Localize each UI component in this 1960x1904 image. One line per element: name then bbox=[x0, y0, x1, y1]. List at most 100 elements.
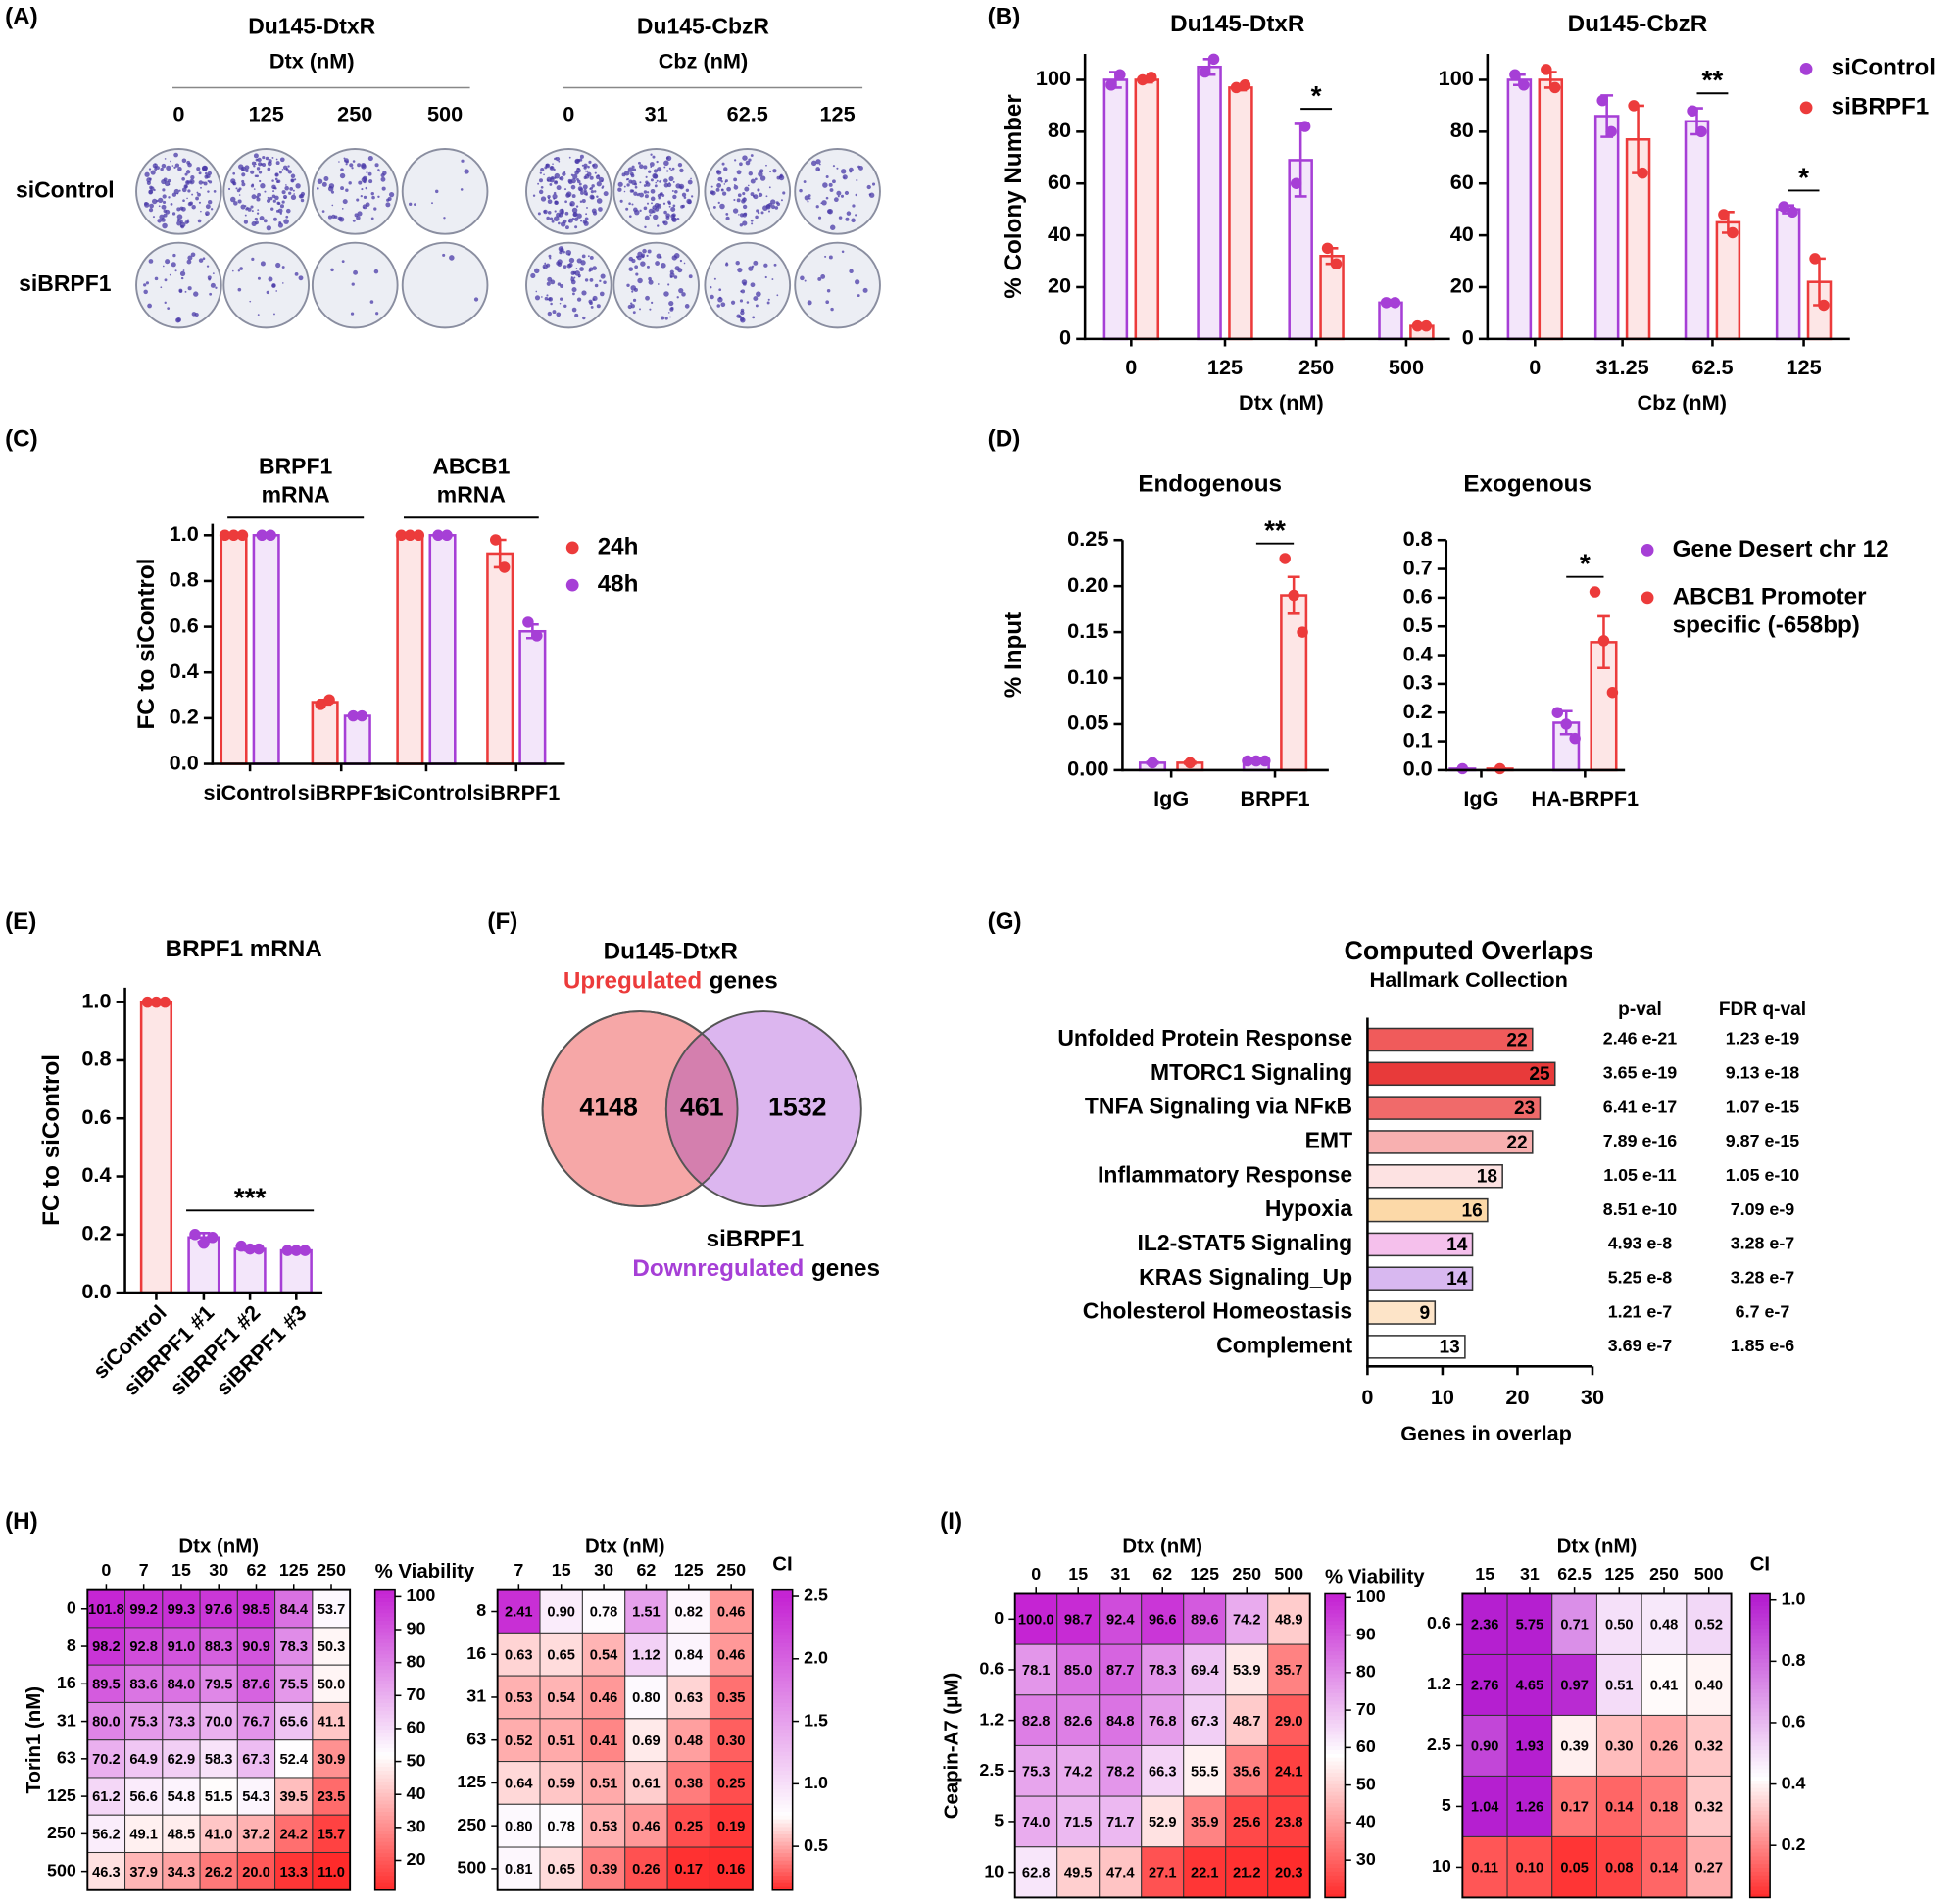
colony bbox=[663, 166, 666, 169]
colorbar-stripe bbox=[374, 1721, 396, 1727]
colony bbox=[826, 288, 831, 293]
cell-label: 85.0 bbox=[1064, 1663, 1093, 1679]
data-point bbox=[413, 529, 425, 542]
colony bbox=[807, 200, 809, 203]
colorbar-stripe bbox=[1749, 1806, 1771, 1811]
colorbar-stripe bbox=[374, 1822, 396, 1828]
plate bbox=[401, 148, 489, 235]
colony bbox=[572, 292, 575, 296]
colorbar-stripe bbox=[772, 1815, 793, 1820]
colorbar-stripe bbox=[1749, 1635, 1771, 1640]
colony bbox=[560, 221, 566, 227]
data-point bbox=[347, 709, 360, 722]
colorbar-stripe bbox=[374, 1739, 396, 1745]
colony bbox=[281, 169, 284, 171]
colony bbox=[674, 189, 678, 194]
cell-label: 88.3 bbox=[205, 1639, 233, 1655]
colorbar-stripe bbox=[374, 1807, 396, 1813]
colony bbox=[237, 269, 241, 272]
colorbar-stripe bbox=[1749, 1863, 1771, 1869]
colony bbox=[560, 247, 564, 253]
table-cell: 9.87 e-15 bbox=[1726, 1131, 1799, 1150]
data-point bbox=[1230, 81, 1243, 94]
x-axis-label: Genes in overlap bbox=[1400, 1421, 1572, 1445]
x-tick-label: 15 bbox=[1475, 1564, 1494, 1584]
heatmap-cell bbox=[1141, 1846, 1185, 1898]
legend-label: siControl bbox=[1831, 55, 1936, 82]
colorbar-stripe bbox=[772, 1653, 793, 1659]
colony bbox=[748, 266, 754, 271]
colony bbox=[685, 188, 690, 192]
colony bbox=[719, 203, 725, 210]
colony bbox=[245, 169, 249, 172]
colony bbox=[207, 190, 210, 193]
colony bbox=[665, 156, 669, 160]
colony bbox=[739, 299, 744, 303]
cell-label: 39.5 bbox=[279, 1789, 308, 1805]
x-tick-label: 7 bbox=[139, 1560, 149, 1580]
data-point bbox=[1146, 72, 1157, 83]
colorbar-stripe bbox=[1749, 1810, 1771, 1815]
colorbar-stripe bbox=[1325, 1794, 1346, 1800]
colony bbox=[148, 208, 154, 213]
colony bbox=[626, 177, 630, 181]
cell-label: 78.1 bbox=[1022, 1663, 1051, 1679]
colony bbox=[576, 213, 582, 219]
colorbar-stripe bbox=[1325, 1790, 1346, 1796]
cell-label: 26.2 bbox=[205, 1865, 233, 1880]
cell-label: 0.78 bbox=[547, 1819, 575, 1834]
colony bbox=[180, 206, 186, 212]
colony bbox=[655, 181, 658, 184]
colorbar-stripe bbox=[1325, 1814, 1346, 1819]
colorbar-stripe bbox=[772, 1706, 793, 1711]
cell-label: 83.6 bbox=[129, 1677, 158, 1692]
heatmap-cell bbox=[666, 1761, 710, 1805]
colony bbox=[173, 166, 176, 169]
colorbar-stripe bbox=[1325, 1893, 1346, 1899]
colorbar-stripe bbox=[1325, 1859, 1346, 1865]
colorbar-stripe bbox=[374, 1684, 396, 1688]
colorbar-stripe bbox=[374, 1672, 396, 1678]
colony bbox=[544, 296, 549, 301]
colony bbox=[659, 256, 662, 259]
colony bbox=[581, 254, 586, 259]
colony bbox=[540, 185, 544, 189]
colony bbox=[323, 176, 329, 181]
heatmap-cell bbox=[1461, 1835, 1508, 1898]
colony bbox=[677, 268, 683, 273]
colorbar-tick-label: 70 bbox=[1356, 1699, 1376, 1719]
colorbar-stripe bbox=[1749, 1654, 1771, 1659]
colony bbox=[272, 199, 276, 203]
colony bbox=[260, 183, 266, 189]
colorbar-stripe bbox=[374, 1649, 396, 1655]
heatmap-cell bbox=[1461, 1592, 1508, 1655]
colony bbox=[162, 188, 166, 192]
panel-label: (E) bbox=[5, 908, 36, 935]
colorbar-stripe bbox=[1325, 1666, 1346, 1671]
colorbar-stripe bbox=[1749, 1879, 1771, 1883]
colony bbox=[632, 168, 637, 171]
colony bbox=[181, 158, 187, 164]
colony bbox=[771, 278, 774, 280]
cell-label: 0.65 bbox=[547, 1647, 575, 1663]
cell-label: 78.2 bbox=[1106, 1764, 1135, 1780]
colony bbox=[598, 176, 605, 183]
colony bbox=[170, 160, 172, 163]
colony bbox=[725, 212, 729, 216]
colony bbox=[672, 204, 676, 208]
colorbar-stripe bbox=[1749, 1783, 1771, 1788]
colony bbox=[589, 175, 594, 180]
colorbar-stripe bbox=[374, 1702, 396, 1707]
x-tick-label: BRPF1 bbox=[1240, 786, 1309, 810]
data-point bbox=[256, 529, 268, 542]
colorbar-stripe bbox=[772, 1661, 793, 1666]
colorbar-stripe bbox=[1749, 1832, 1771, 1838]
colony bbox=[739, 213, 745, 218]
data-point bbox=[432, 529, 444, 542]
colony bbox=[559, 302, 562, 305]
value-label: 23 bbox=[1514, 1098, 1535, 1119]
colony bbox=[460, 188, 464, 191]
colony bbox=[361, 188, 364, 191]
colorbar-stripe bbox=[1749, 1616, 1771, 1622]
x-tick-label: 31.25 bbox=[1595, 355, 1648, 379]
